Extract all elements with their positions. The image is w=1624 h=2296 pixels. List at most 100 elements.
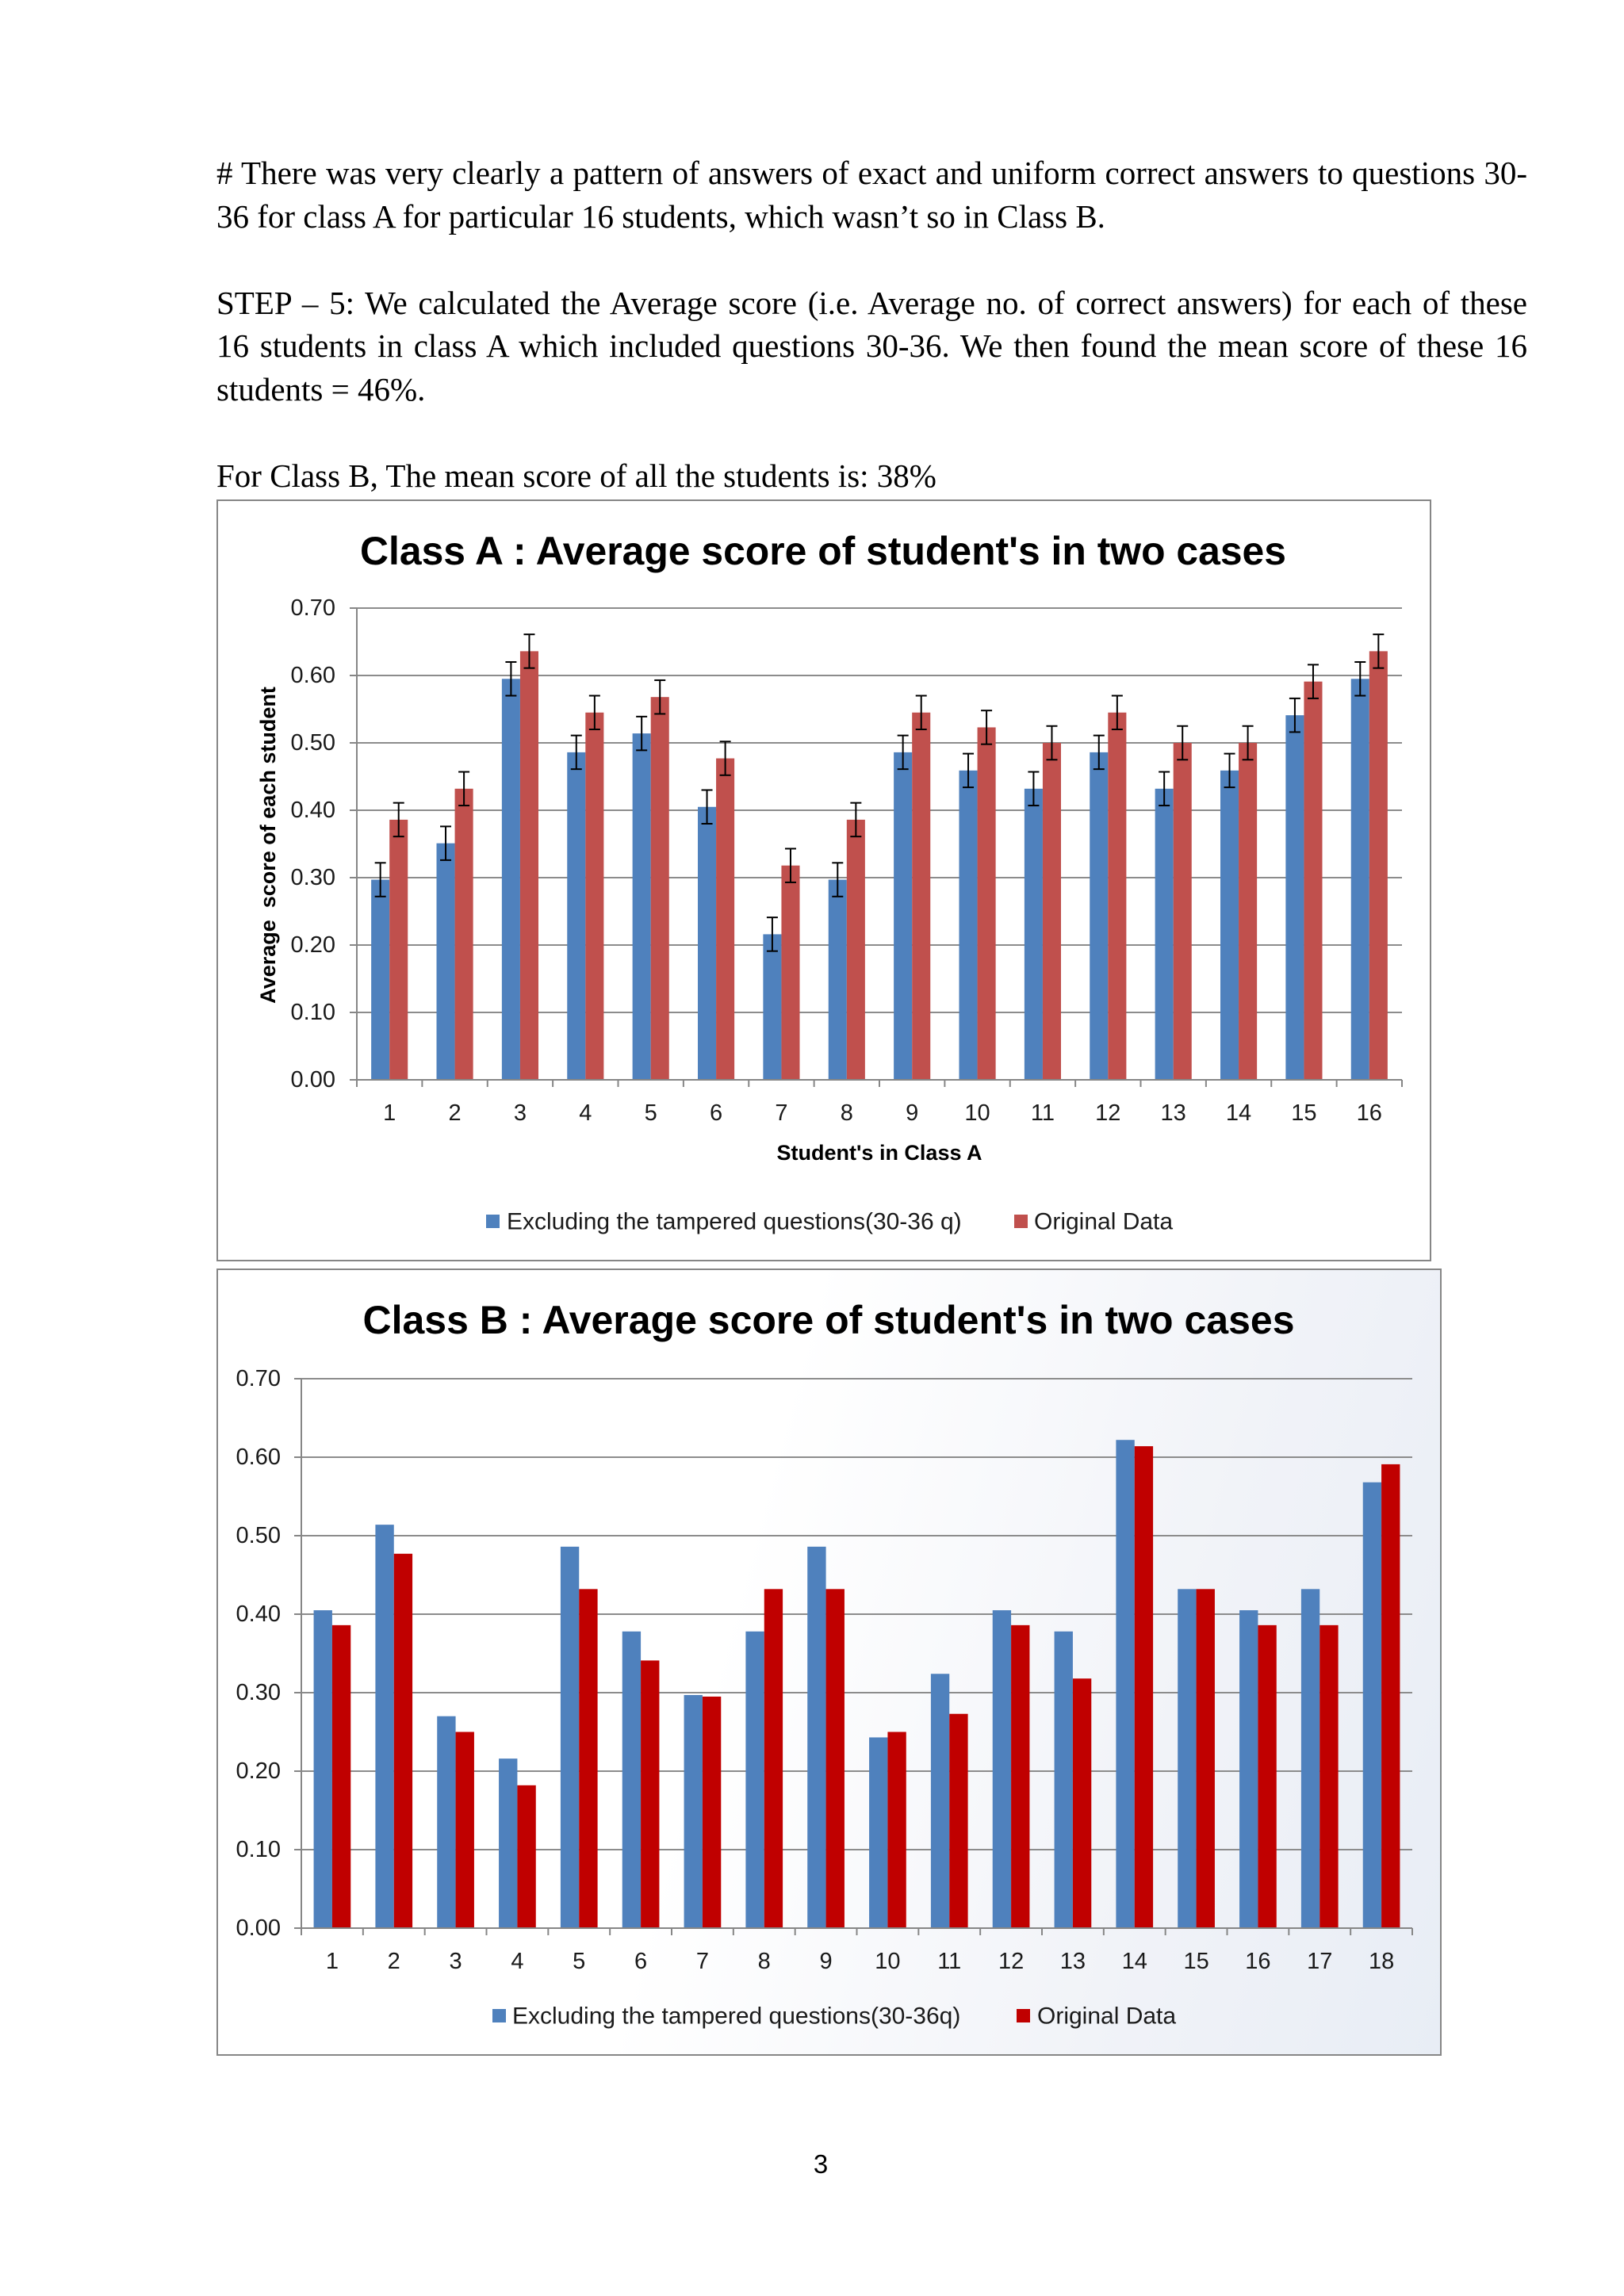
error-bar	[1354, 661, 1366, 697]
x-tick-label: 6	[634, 1949, 647, 1974]
error-bar	[963, 752, 975, 789]
error-bar	[570, 734, 582, 771]
legend-label: Excluding the tampered questions(30-36 q…	[507, 1209, 962, 1235]
bar-original-data	[912, 712, 931, 1080]
chart-title: Class A : Average score of student's in …	[360, 529, 1286, 573]
error-bar	[1373, 633, 1385, 669]
bar-excluding-tampered	[560, 1546, 580, 1928]
bar-original-data	[579, 1589, 598, 1928]
bar-excluding-tampered	[1178, 1589, 1197, 1928]
bar-excluding-tampered	[499, 1758, 518, 1928]
x-tick-label: 1	[383, 1100, 396, 1126]
bar-excluding-tampered	[684, 1694, 703, 1928]
legend-swatch	[486, 1215, 500, 1228]
legend-label: Original Data	[1037, 2003, 1176, 2030]
bar-original-data	[1011, 1624, 1030, 1928]
bar-excluding-tampered	[622, 1631, 642, 1928]
bar-original-data	[1042, 743, 1062, 1080]
y-tick-label: 0.20	[291, 932, 335, 958]
bar-excluding-tampered	[501, 679, 520, 1080]
x-tick-label: 16	[1245, 1949, 1270, 1974]
body-text: # There was very clearly a pattern of an…	[216, 151, 1527, 541]
bar-original-data	[1369, 651, 1388, 1080]
y-tick-label: 0.60	[291, 663, 335, 688]
bar-excluding-tampered	[1220, 770, 1239, 1080]
bar-excluding-tampered	[930, 1674, 950, 1928]
error-bar	[766, 916, 778, 952]
legend-item-excluding-tampered: Excluding the tampered questions(30-36 q…	[486, 1209, 962, 1235]
x-tick-label: 14	[1122, 1949, 1147, 1974]
y-tick-label: 0.70	[291, 595, 335, 621]
bar-original-data	[517, 1785, 536, 1928]
x-tick-label: 10	[875, 1949, 900, 1974]
bar-excluding-tampered	[1362, 1482, 1382, 1928]
bar-original-data	[331, 1624, 351, 1928]
error-bar	[832, 862, 844, 897]
error-bar	[1028, 771, 1040, 807]
y-tick-label: 0.30	[291, 865, 335, 890]
chart-border	[216, 1269, 1442, 2056]
bar-excluding-tampered	[371, 879, 390, 1080]
legend-item-original-data: Original Data	[1017, 2003, 1176, 2030]
y-tick-label: 0.70	[236, 1366, 281, 1391]
y-tick-label: 0.10	[236, 1837, 281, 1862]
error-bar	[1093, 734, 1105, 771]
error-bar	[784, 848, 796, 883]
bar-excluding-tampered	[437, 1716, 456, 1928]
page-number: 3	[813, 2149, 829, 2179]
bar-original-data	[702, 1696, 722, 1928]
legend-label: Excluding the tampered questions(30-36q)	[512, 2003, 960, 2030]
bar-excluding-tampered	[763, 934, 782, 1080]
bar-excluding-tampered	[1285, 715, 1304, 1080]
bar-original-data	[1381, 1464, 1400, 1928]
y-tick-label: 0.30	[236, 1680, 281, 1705]
error-bar	[850, 802, 862, 838]
x-tick-label: 9	[820, 1949, 833, 1974]
legend: Excluding the tampered questions(30-36q)…	[492, 2003, 1176, 2030]
x-tick-label: 17	[1307, 1949, 1332, 1974]
x-tick-label: 1	[326, 1949, 339, 1974]
bar-original-data	[650, 697, 669, 1080]
legend-swatch	[1017, 2009, 1030, 2022]
legend-label: Original Data	[1034, 1209, 1173, 1235]
class-a-chart: Class A : Average score of student's in …	[216, 499, 1431, 1261]
error-bar	[588, 695, 600, 730]
error-bar	[440, 825, 452, 861]
error-bar	[458, 771, 470, 807]
bar-excluding-tampered	[1090, 752, 1109, 1080]
plot-area: 0.000.100.200.300.400.500.600.701 2 3 4 5 6 7 8…	[291, 595, 1403, 1126]
bar-original-data	[454, 788, 473, 1080]
bar-original-data	[1134, 1446, 1154, 1928]
legend: Excluding the tampered questions(30-36 q…	[486, 1209, 1173, 1235]
bar-excluding-tampered	[1300, 1589, 1320, 1928]
y-tick-label: 0.60	[236, 1445, 281, 1470]
x-tick-label: 8	[758, 1949, 771, 1974]
x-tick-label: 8	[841, 1100, 853, 1126]
bar-original-data	[1108, 712, 1127, 1080]
bar-original-data	[1304, 681, 1323, 1080]
text-line: # There was very clearly a pattern of an…	[216, 155, 1527, 191]
bar-original-data	[1072, 1678, 1092, 1928]
error-bar	[374, 862, 386, 897]
error-bar	[719, 740, 731, 776]
legend-swatch	[492, 2009, 506, 2022]
bar-original-data	[846, 819, 865, 1080]
x-tick-label: 2	[388, 1949, 400, 1974]
error-bar	[1289, 697, 1300, 733]
x-tick-label: 10	[964, 1100, 990, 1126]
error-bar	[1159, 771, 1170, 807]
x-tick-label: 11	[1031, 1100, 1055, 1126]
x-axis-title: Student's in Class A	[777, 1141, 982, 1165]
text-line: STEP – 5: We calculated the Average scor…	[216, 284, 1527, 321]
bar-original-data	[1173, 743, 1192, 1080]
bar-excluding-tampered	[992, 1610, 1012, 1928]
class-b-chart: Class B : Average score of student's in …	[216, 1269, 1442, 2056]
bar-original-data	[764, 1589, 783, 1928]
bar-original-data	[1320, 1624, 1339, 1928]
y-tick-label: 0.00	[236, 1915, 281, 1941]
error-bar	[393, 802, 404, 838]
error-bar	[505, 661, 517, 697]
text-line: 16 students in class A which included qu…	[216, 327, 1527, 364]
x-tick-label: 4	[579, 1100, 592, 1126]
